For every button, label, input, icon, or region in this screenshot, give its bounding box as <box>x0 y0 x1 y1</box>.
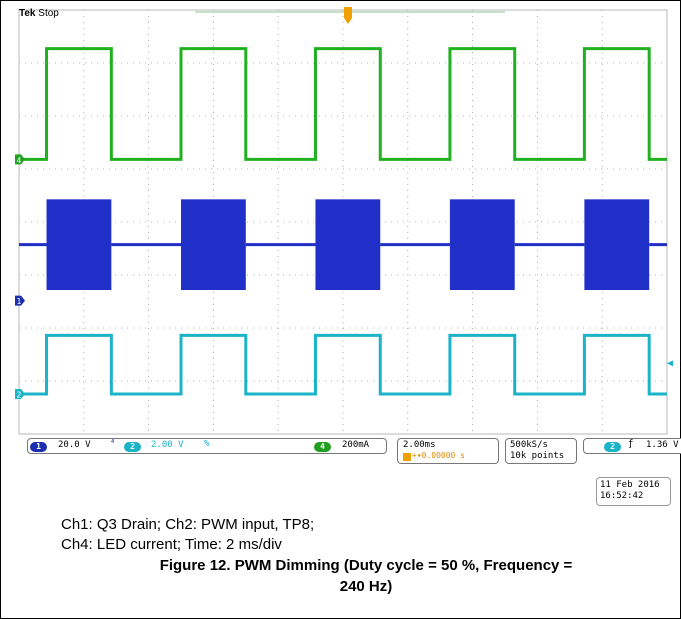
ch4-badge: 4 <box>314 442 331 452</box>
sample-rate: 500kS/s <box>510 440 548 450</box>
datetime-box: 11 Feb 2016 16:52:42 <box>596 477 671 506</box>
oscilloscope-screen: 4 1 2 Tek Stop 1 20.0 V ⁴ 2 2.00 V % 4 200… <box>15 6 681 506</box>
ch2-badge: 2 <box>124 442 141 452</box>
trigger-position: +▾0.00000 s <box>412 451 465 460</box>
ch2-pwm-input-trace <box>19 333 667 396</box>
scope-status: Tek Stop <box>19 8 59 19</box>
caption-line-1: Ch1: Q3 Drain; Ch2: PWM input, TP8; <box>61 516 315 533</box>
ch4-scale: 200mA <box>342 440 370 450</box>
ch2-scale: 2.00 V <box>151 440 184 450</box>
ch4-ground-marker-label: 4 <box>17 156 22 165</box>
ch2-ground-marker <box>15 389 25 399</box>
ch1-bandwidth-icon: ⁴ <box>110 439 116 449</box>
trigger-box: 2 ƒ 1.36 V <box>583 438 681 454</box>
ch1-ground-marker-label: 1 <box>17 297 22 306</box>
trigger-position-marker <box>344 7 352 24</box>
time-label: 16:52:42 <box>600 491 644 501</box>
ch1-ground-marker <box>15 295 25 306</box>
graticule-border <box>18 9 668 435</box>
ch1-drain-burst <box>46 199 112 290</box>
trigger-position-icon <box>403 453 411 461</box>
figure-title-line-2: 240 Hz) <box>339 578 393 595</box>
brand-label: Tek <box>19 8 36 19</box>
ch1-drain-burst <box>315 199 381 290</box>
oscilloscope-plot: 4 1 2 <box>15 7 673 435</box>
scope-status-bar: 1 20.0 V ⁴ 2 2.00 V % 4 200mA 2.00ms +▾0… <box>27 438 681 464</box>
run-state-label: Stop <box>38 8 59 19</box>
ch4-ground-marker <box>15 154 25 165</box>
caption-line-2: Ch4: LED current; Time: 2 ms/div <box>61 536 282 553</box>
trigger-slope-icon: ƒ <box>628 439 634 449</box>
record-length: 10k points <box>510 451 565 461</box>
ch1-drain-burst <box>181 199 246 290</box>
ch4-led-current-trace <box>19 47 667 161</box>
time-per-div: 2.00ms <box>403 440 436 450</box>
figure-title-line-1: Figure 12. PWM Dimming (Duty cycle = 50 … <box>159 557 573 574</box>
timebase-box: 2.00ms +▾0.00000 s <box>397 438 499 464</box>
date-label: 11 Feb 2016 <box>600 480 660 490</box>
trigger-source-badge: 2 <box>604 442 621 452</box>
ch1-drain-burst <box>584 199 650 290</box>
acquisition-box: 500kS/s 10k points <box>505 438 577 464</box>
ch2-ground-marker-label: 2 <box>17 391 22 400</box>
channel-scale-box: 1 20.0 V ⁴ 2 2.00 V % 4 200mA <box>27 438 387 454</box>
ch1-scale: 20.0 V <box>58 440 91 450</box>
trigger-level: 1.36 V <box>646 440 679 450</box>
trigger-level-marker <box>667 360 673 367</box>
ch2-bandwidth-icon: % <box>204 439 210 449</box>
ch1-drain-burst <box>449 199 515 290</box>
ch1-badge: 1 <box>30 442 47 452</box>
